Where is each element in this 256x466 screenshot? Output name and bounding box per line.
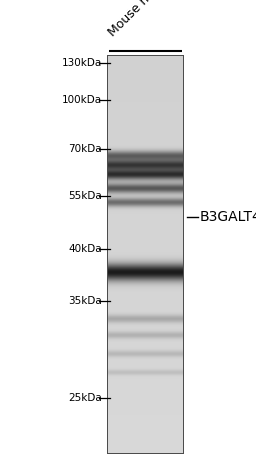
Text: 55kDa: 55kDa — [68, 191, 102, 201]
Text: B3GALT4: B3GALT4 — [200, 210, 256, 224]
Text: 70kDa: 70kDa — [68, 144, 102, 154]
Text: 130kDa: 130kDa — [62, 58, 102, 68]
Text: 25kDa: 25kDa — [68, 393, 102, 404]
Text: Mouse heart: Mouse heart — [106, 0, 170, 40]
Text: 100kDa: 100kDa — [62, 95, 102, 105]
Text: 35kDa: 35kDa — [68, 295, 102, 306]
Text: 40kDa: 40kDa — [68, 244, 102, 254]
